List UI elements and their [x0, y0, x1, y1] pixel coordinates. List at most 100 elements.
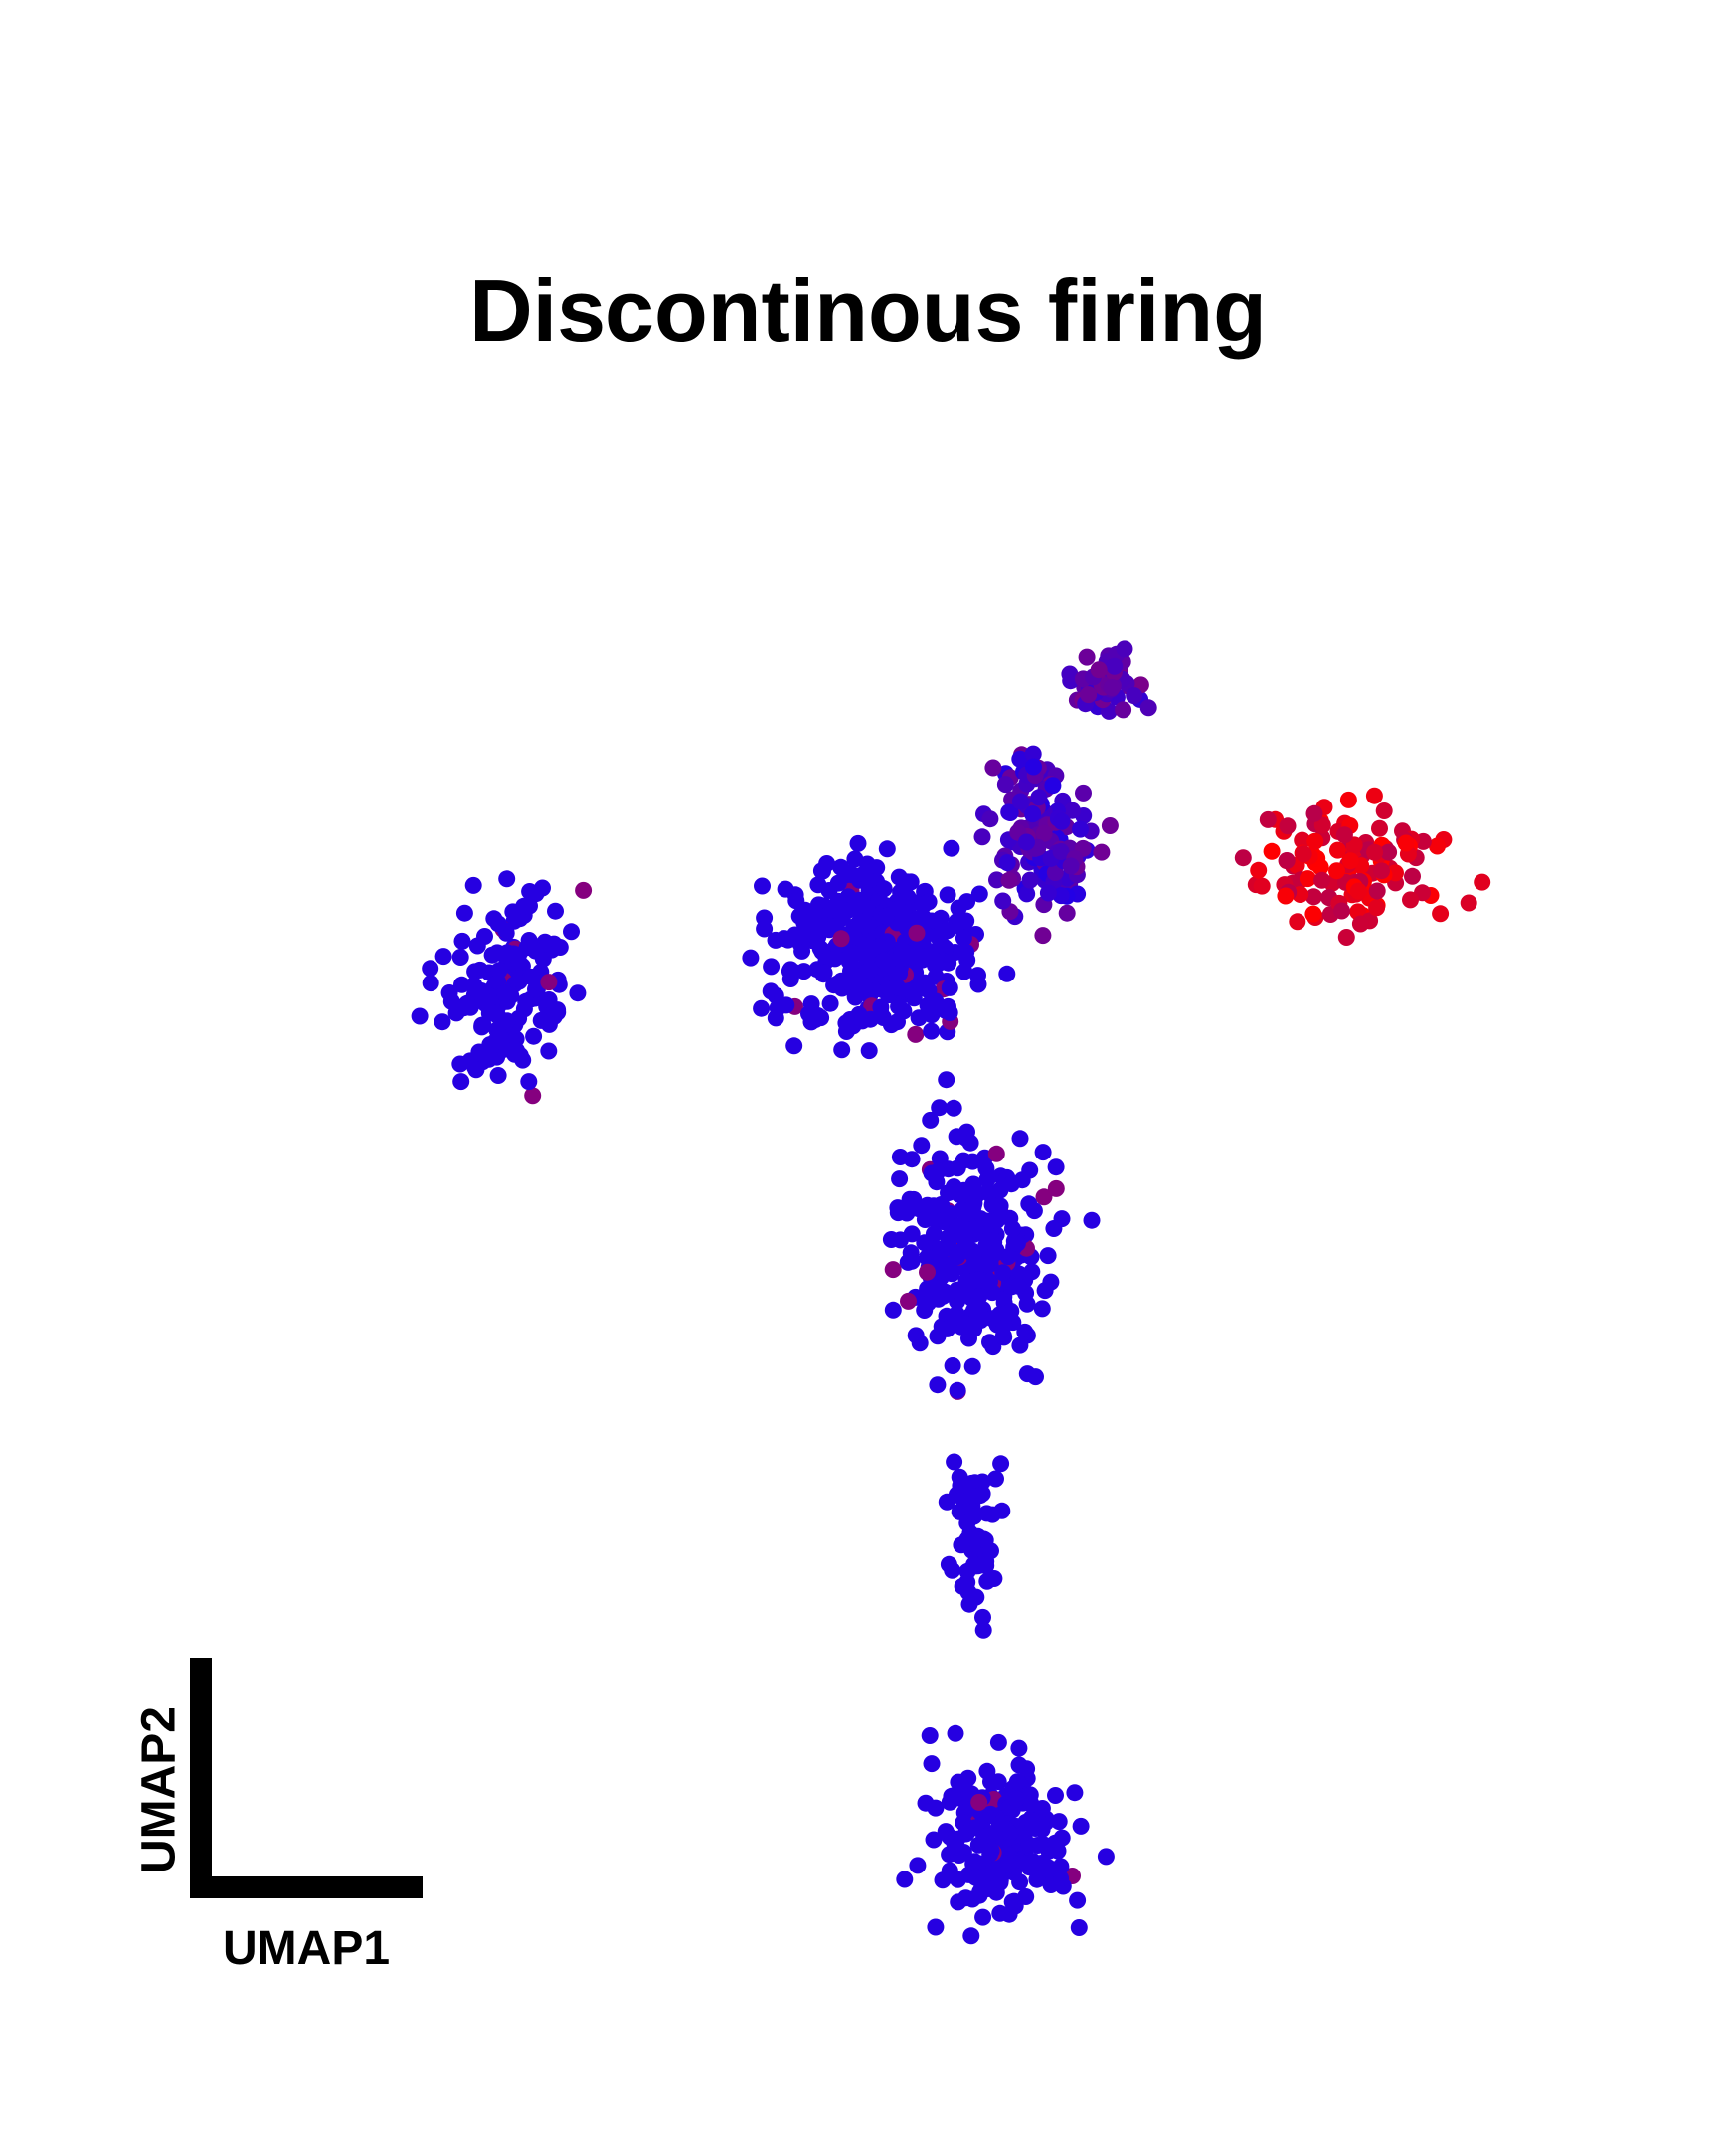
data-point [1294, 831, 1311, 849]
data-point [920, 981, 938, 999]
data-point [1080, 686, 1098, 704]
data-point [1047, 1158, 1065, 1176]
data-point [970, 1271, 988, 1289]
data-point [984, 759, 1002, 777]
data-point [929, 1162, 947, 1180]
data-point [910, 1009, 928, 1027]
data-point [1139, 699, 1157, 717]
data-point [458, 994, 476, 1012]
data-point [991, 1181, 1009, 1199]
data-point [1035, 824, 1053, 842]
data-point [1030, 789, 1048, 806]
data-point [837, 1014, 855, 1032]
data-point [1349, 882, 1367, 900]
data-point [489, 1067, 507, 1084]
data-point [1046, 864, 1064, 881]
data-point [525, 1027, 543, 1045]
data-point [540, 991, 558, 1008]
data-point [1044, 1841, 1062, 1859]
data-point [1010, 1739, 1028, 1757]
data-point [1375, 802, 1393, 819]
data-point [455, 904, 473, 922]
data-point [970, 1309, 987, 1327]
data-point [970, 885, 988, 903]
data-point [944, 1357, 961, 1374]
data-point [1368, 882, 1386, 900]
data-point [451, 949, 469, 966]
data-point [1474, 873, 1491, 891]
data-point [473, 1018, 491, 1036]
data-point [890, 997, 908, 1015]
data-point [452, 1073, 470, 1091]
data-point [896, 1871, 914, 1888]
data-point [1047, 1179, 1065, 1197]
data-point [763, 958, 781, 976]
data-point [916, 895, 934, 913]
data-point [921, 1727, 939, 1744]
data-point [481, 1036, 499, 1054]
data-point [983, 1506, 1001, 1523]
data-point [968, 1254, 985, 1272]
data-point [540, 974, 558, 991]
data-point [1066, 1784, 1084, 1802]
scatter-points [411, 640, 1491, 1945]
data-point [1052, 887, 1070, 905]
data-point [943, 839, 960, 857]
data-point [514, 1051, 532, 1069]
data-point [939, 886, 956, 904]
data-point [1304, 888, 1322, 906]
data-point [1078, 648, 1096, 666]
data-point [926, 1279, 944, 1297]
data-point [1042, 1876, 1060, 1893]
data-point [1018, 885, 1036, 903]
data-point [991, 1904, 1009, 1922]
data-point [992, 1455, 1010, 1473]
data-point [896, 943, 914, 961]
data-point [833, 1041, 851, 1059]
data-point [853, 1012, 871, 1030]
data-point [826, 950, 844, 968]
data-point [849, 834, 867, 852]
data-point [1022, 1795, 1040, 1813]
data-point [1009, 1277, 1027, 1295]
data-point [1052, 1858, 1070, 1875]
data-point [1116, 640, 1133, 658]
data-point [1366, 843, 1384, 861]
data-point [1016, 1323, 1034, 1340]
data-point [891, 1170, 909, 1188]
data-point [974, 1608, 991, 1626]
data-point [957, 1825, 975, 1843]
data-point [453, 932, 471, 950]
data-point [978, 1232, 996, 1250]
data-point [994, 892, 1012, 910]
data-point [961, 1134, 979, 1152]
data-point [540, 1042, 558, 1060]
data-point [451, 1055, 469, 1073]
data-point [929, 1376, 947, 1394]
data-point [1020, 1853, 1038, 1871]
y-axis-label: UMAP2 [132, 1705, 186, 1874]
data-point [970, 1793, 988, 1811]
data-point [974, 1908, 992, 1926]
data-point [981, 810, 999, 828]
data-point [1072, 1817, 1090, 1835]
data-point [776, 930, 793, 948]
data-point [969, 976, 987, 993]
data-point [476, 995, 494, 1012]
data-point [1022, 1811, 1040, 1829]
data-point [957, 1236, 975, 1253]
data-point [498, 870, 516, 888]
data-point [1097, 1848, 1115, 1866]
data-point [1341, 852, 1359, 870]
data-point [875, 880, 893, 898]
data-point [1001, 804, 1019, 821]
data-point [923, 1022, 941, 1040]
data-point [821, 994, 839, 1012]
data-point [1075, 784, 1092, 802]
data-point [489, 915, 507, 933]
data-point [1007, 1790, 1025, 1808]
data-point [955, 963, 973, 980]
data-point [991, 1815, 1009, 1833]
data-point [515, 897, 533, 915]
